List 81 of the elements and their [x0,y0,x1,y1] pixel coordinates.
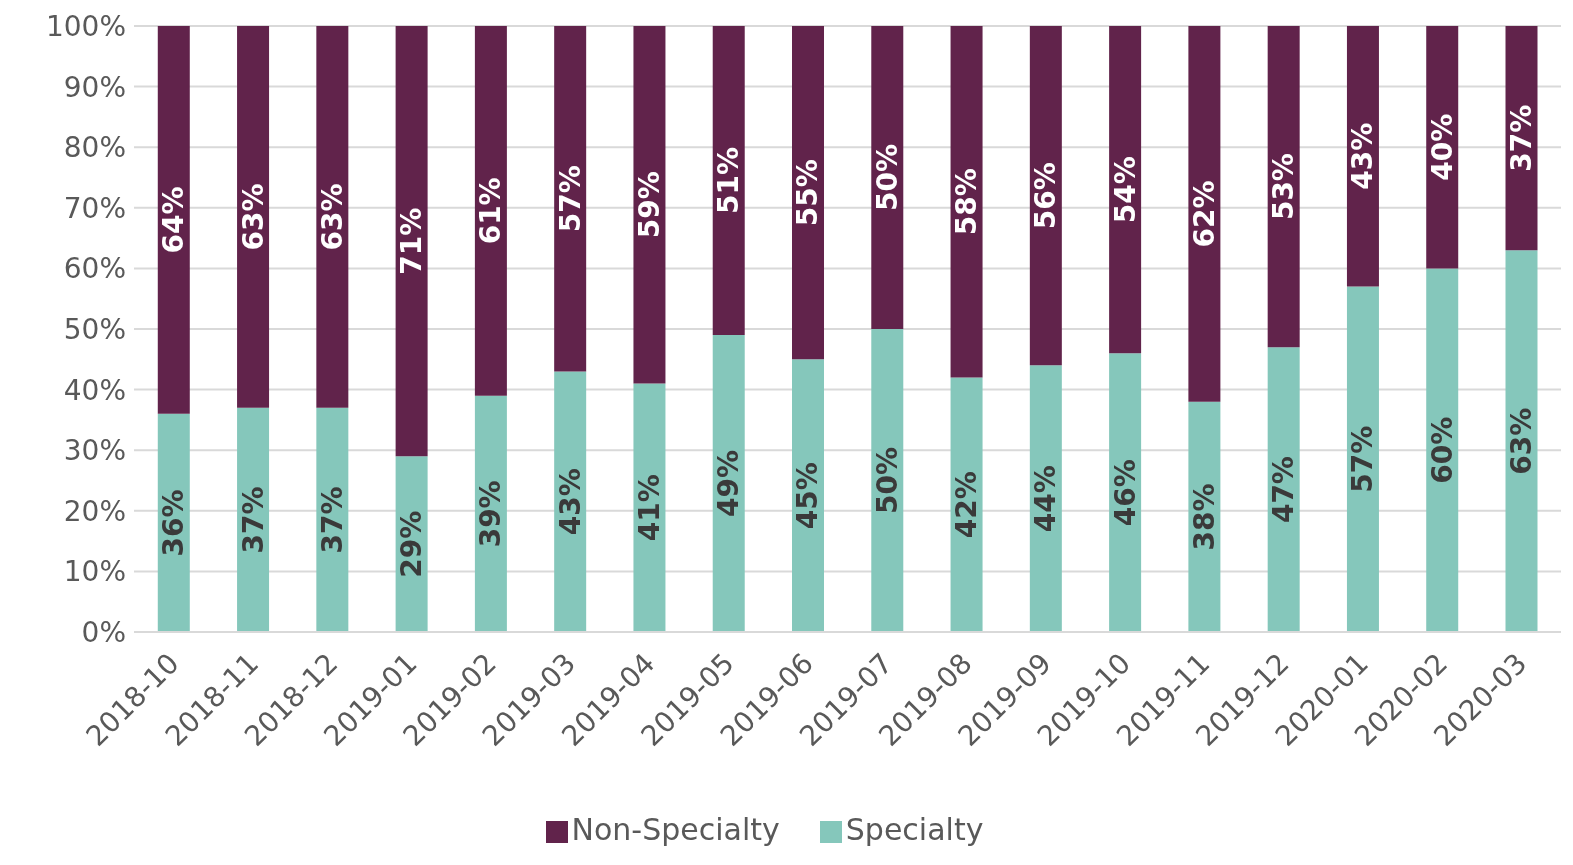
data-label: 64% [157,186,191,254]
data-label: 38% [1187,483,1221,551]
data-label: 59% [632,171,666,239]
data-label: 44% [1029,465,1063,533]
bar [1109,353,1142,632]
data-label: 51% [712,147,746,215]
bar [554,26,587,372]
data-label: 63% [236,183,270,251]
y-tick-label: 30% [63,434,126,468]
data-label: 63% [1505,407,1539,475]
bar [157,26,190,414]
bar [950,377,983,632]
data-label: 29% [395,510,429,578]
bar [712,335,745,632]
data-label: 37% [315,486,349,554]
bar [237,26,270,408]
data-label: 47% [1267,456,1301,524]
bar [1267,26,1300,348]
bar [792,26,825,360]
y-tick-label: 90% [63,70,126,104]
bar [237,407,270,632]
data-label: 42% [950,471,984,539]
bar [1188,26,1221,402]
bar [633,26,666,384]
data-label: 62% [1187,180,1221,248]
bar [316,26,349,408]
bar [395,26,428,457]
bar [554,371,587,632]
legend-label: Non-Specialty [571,812,780,847]
bar [474,26,507,396]
bar [1505,250,1538,632]
data-label: 57% [553,165,587,233]
bar [871,26,904,329]
y-tick-label: 70% [63,191,126,225]
y-tick-label: 20% [63,494,126,528]
bar [633,383,666,632]
bar [316,407,349,632]
data-label: 55% [791,159,825,227]
data-label: 56% [1029,162,1063,230]
data-label: 71% [395,207,429,275]
data-label: 37% [236,486,270,554]
bar [1426,26,1459,269]
y-tick-label: 60% [63,252,126,286]
bar [1109,26,1142,354]
data-label: 58% [950,168,984,236]
data-label: 37% [1505,104,1539,172]
data-label: 53% [1267,153,1301,221]
y-tick-label: 80% [63,131,126,165]
data-label: 50% [870,446,904,515]
data-label: 50% [870,143,904,212]
data-label: 45% [791,462,825,530]
bar [1426,268,1459,632]
y-tick-label: 10% [63,555,126,589]
bar [1346,286,1379,632]
data-label: 54% [1108,156,1142,224]
legend-label: Specialty [845,812,984,847]
data-label: 63% [315,183,349,251]
data-label: 41% [632,474,666,542]
bar [1029,365,1062,632]
y-tick-label: 100% [45,9,126,43]
bar [950,26,983,378]
bar [1505,26,1538,251]
bar [871,329,904,632]
data-label: 39% [474,480,508,548]
bar [1267,347,1300,632]
bar [792,359,825,632]
bar [712,26,745,336]
data-label: 43% [1346,122,1380,190]
data-label: 49% [712,450,746,518]
y-tick-label: 40% [63,373,126,407]
bar [1346,26,1379,287]
data-label: 40% [1425,113,1459,181]
bar [1029,26,1062,366]
data-label: 60% [1425,416,1459,484]
data-label: 57% [1346,425,1380,493]
data-label: 61% [474,177,508,245]
data-label: 43% [553,468,587,536]
data-label: 46% [1108,459,1142,527]
data-label: 36% [157,489,191,557]
y-tick-label: 0% [81,615,126,649]
y-tick-label: 50% [63,312,126,346]
